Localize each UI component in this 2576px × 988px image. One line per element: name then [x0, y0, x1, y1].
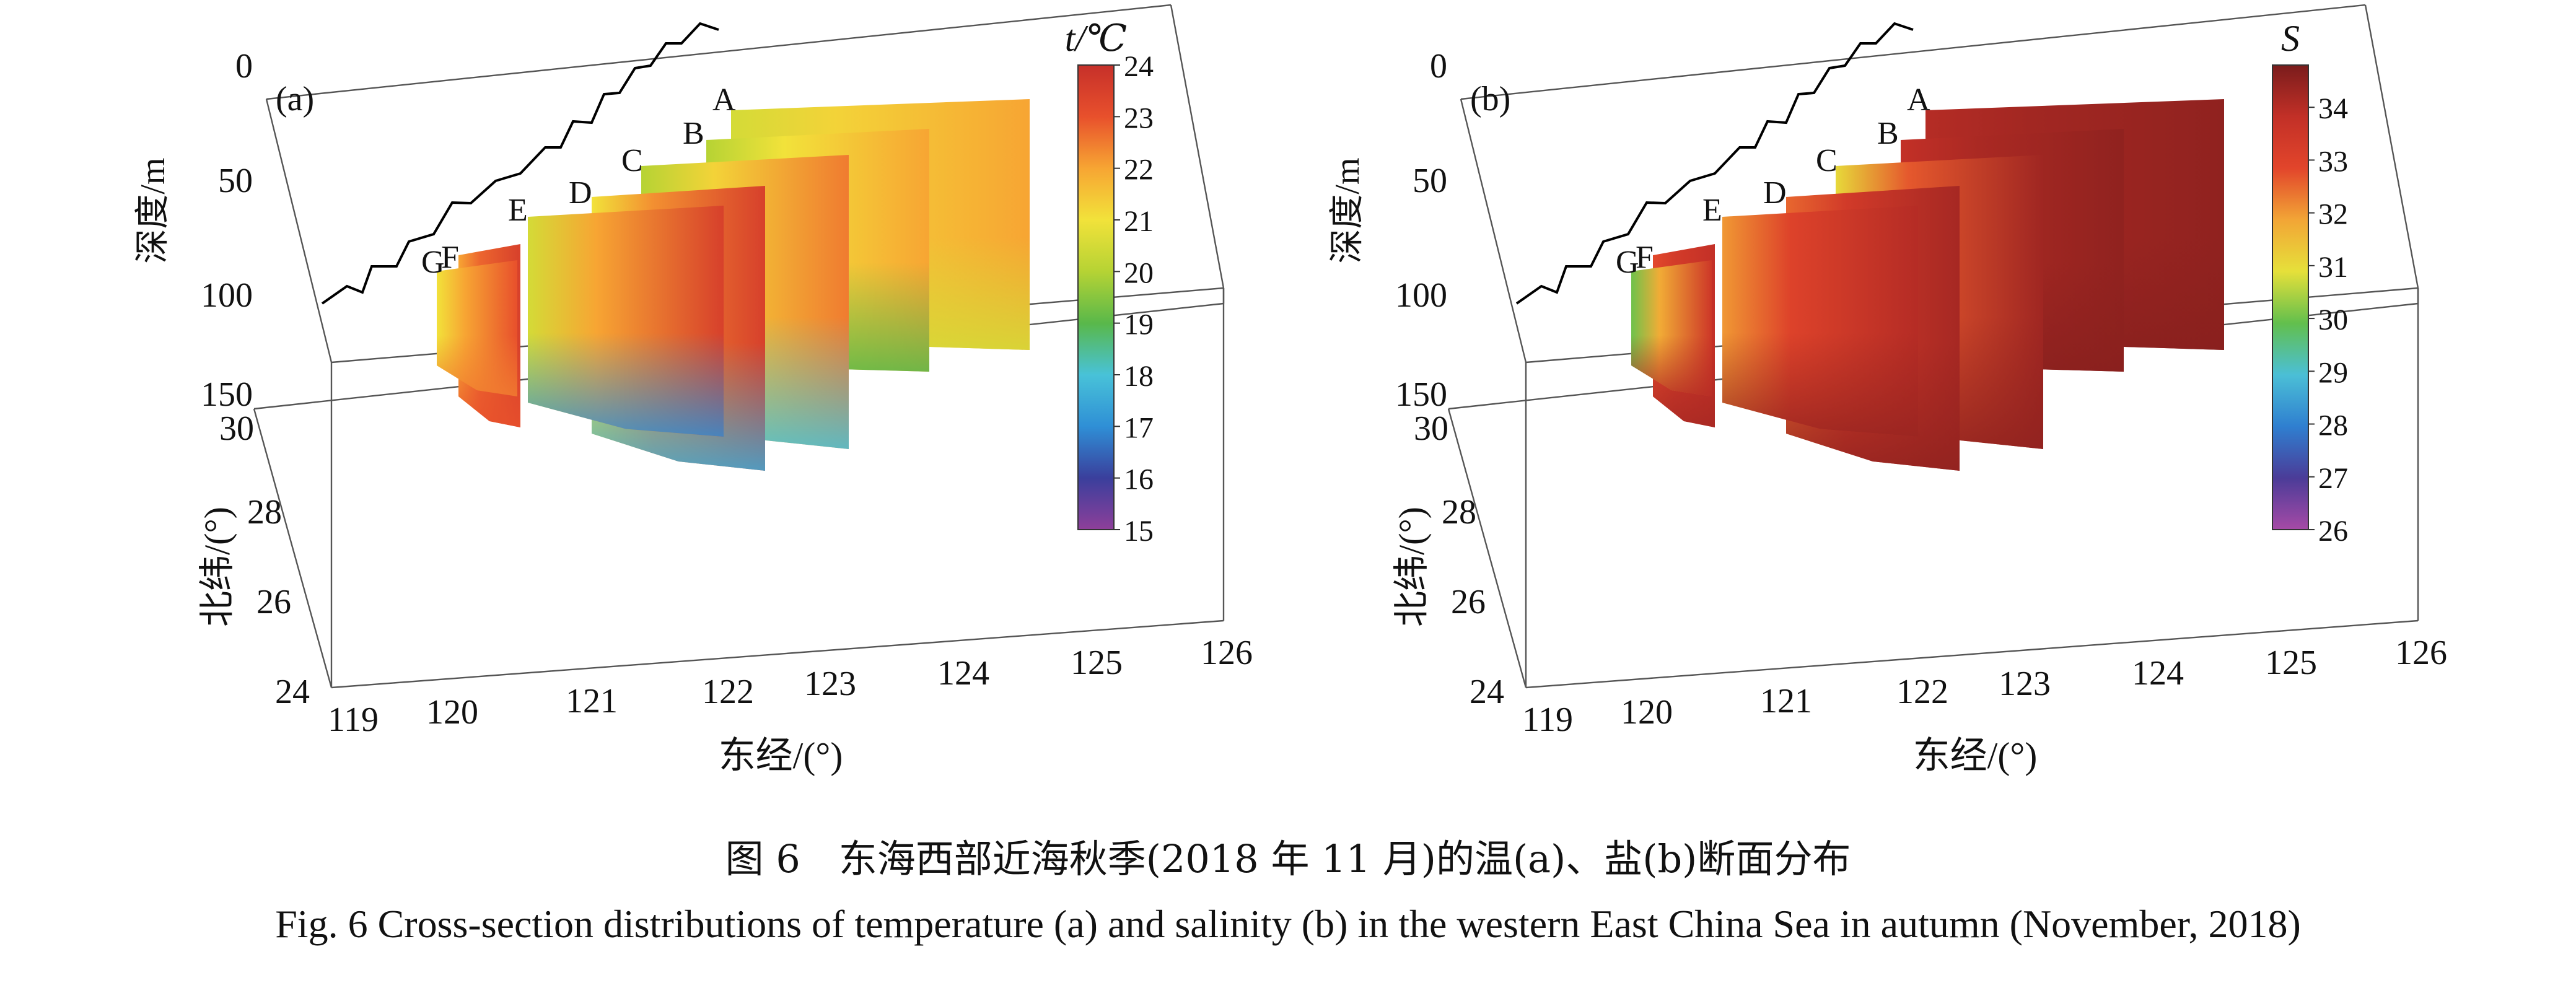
latitude-axis-title: 北纬/(°)	[1391, 507, 1432, 627]
section-label-d: D	[1763, 175, 1787, 211]
section-label-b: B	[1877, 116, 1899, 151]
depth-axis-title: 深度/m	[134, 157, 172, 263]
colorbar-tick-label: 28	[2318, 409, 2348, 442]
longitude-tick-label: 124	[937, 654, 989, 693]
depth-tick-label: 50	[1413, 162, 1447, 200]
longitude-axis-title: 东经/(°)	[719, 735, 843, 776]
section-label-c: C	[621, 143, 643, 178]
axes-box-edge	[1525, 619, 2419, 689]
depth-tick-label: 100	[1395, 276, 1447, 315]
colorbar-tick-label: 24	[1124, 50, 1154, 83]
latitude-axis-title: 北纬/(°)	[197, 507, 237, 627]
depth-axis-title: 深度/m	[1328, 157, 1367, 263]
longitude-tick-label: 125	[2265, 644, 2317, 682]
figure: ABCDEFG(a)050100150深度/m24262830北纬/(°)119…	[134, 4, 2447, 776]
colorbar	[2272, 64, 2309, 530]
longitude-tick-label: 119	[1522, 701, 1573, 739]
axes-box-edge	[1447, 408, 1527, 688]
colorbar-tick-label: 20	[1124, 256, 1154, 289]
longitude-tick-label: 126	[2395, 634, 2447, 672]
longitude-tick-label: 122	[1896, 673, 1948, 711]
longitude-tick-label: 120	[426, 693, 478, 732]
axes-box-edge	[1460, 98, 1527, 363]
section-g-depth	[1631, 260, 1712, 396]
coastline	[321, 22, 719, 305]
latitude-tick-label: 28	[247, 493, 282, 531]
figure-caption-english: Fig. 6 Cross-section distributions of te…	[275, 902, 2301, 946]
section-label-g: G	[421, 245, 445, 280]
longitude-tick-label: 126	[1201, 634, 1253, 672]
latitude-tick-label: 26	[256, 583, 291, 621]
colorbar-tick-label: 23	[1124, 102, 1154, 134]
colorbar-title: S	[2281, 18, 2300, 59]
colorbar-tick-label: 27	[2318, 462, 2348, 495]
axes-box-edge	[2364, 4, 2419, 289]
colorbar-tick-label: 26	[2318, 515, 2348, 548]
colorbar-tick-label: 22	[1124, 154, 1154, 186]
longitude-tick-label: 125	[1071, 644, 1123, 682]
colorbar	[1077, 64, 1115, 530]
longitude-tick-label: 120	[1621, 693, 1673, 732]
latitude-tick-label: 24	[275, 673, 310, 711]
axes-box-edge	[265, 98, 333, 363]
depth-tick-label: 50	[218, 162, 253, 200]
colorbar-tick-label: 32	[2318, 198, 2348, 231]
panel-a: ABCDEFG(a)050100150深度/m24262830北纬/(°)119…	[134, 4, 1253, 776]
axes-box-edge	[1460, 4, 2366, 100]
colorbar-title: t/℃	[1065, 18, 1127, 59]
longitude-tick-label: 123	[1999, 665, 2051, 703]
panel-label: (a)	[276, 80, 314, 118]
depth-tick-label: 150	[1395, 375, 1447, 414]
section-label-c: C	[1816, 143, 1838, 178]
longitude-tick-label: 119	[328, 701, 379, 739]
section-e-depth	[528, 206, 724, 437]
colorbar-tick-label: 16	[1124, 463, 1154, 496]
latitude-tick-label: 28	[1442, 493, 1476, 531]
section-label-d: D	[569, 175, 592, 211]
axes-box-edge	[253, 408, 333, 688]
longitude-tick-label: 123	[804, 665, 856, 703]
colorbar-tick-label: 18	[1124, 360, 1154, 393]
longitude-tick-label: 121	[1760, 682, 1812, 720]
section-label-g: G	[1616, 245, 1639, 280]
section-label-b: B	[683, 116, 704, 151]
section-g-depth	[437, 260, 517, 396]
longitude-axis-title: 东经/(°)	[1913, 735, 2038, 776]
latitude-tick-label: 24	[1470, 673, 1504, 711]
colorbar-tick-label: 15	[1124, 515, 1154, 548]
colorbar-tick-label: 33	[2318, 145, 2348, 178]
section-label-e: E	[1702, 193, 1722, 228]
latitude-tick-label: 26	[1451, 583, 1486, 621]
colorbar-tick-label: 34	[2318, 92, 2348, 125]
colorbar-tick-label: 31	[2318, 251, 2348, 284]
colorbar-tick-label: 21	[1124, 205, 1154, 238]
panel-b: ABCDEFG(b)050100150深度/m24262830北纬/(°)119…	[1328, 4, 2447, 776]
colorbar-tick-label: 30	[2318, 304, 2348, 336]
axes-box-edge	[331, 619, 1224, 689]
depth-tick-label: 150	[201, 375, 253, 414]
figure-caption-chinese: 图 6 东海西部近海秋季(2018 年 11 月)的温(a)、盐(b)断面分布	[725, 836, 1851, 881]
coastline	[1515, 22, 1914, 305]
colorbar-tick-label: 29	[2318, 356, 2348, 389]
depth-tick-label: 0	[1430, 47, 1447, 85]
colorbar-tick-label: 19	[1124, 308, 1154, 341]
longitude-tick-label: 122	[702, 673, 754, 711]
section-label-a: A	[712, 82, 736, 118]
longitude-tick-label: 121	[566, 682, 618, 720]
section-label-e: E	[508, 193, 528, 228]
longitude-tick-label: 124	[2132, 654, 2184, 693]
depth-tick-label: 0	[235, 47, 253, 85]
section-e-depth	[1722, 206, 1918, 437]
axes-box-edge	[266, 4, 1172, 100]
latitude-tick-label: 30	[1414, 409, 1448, 448]
axes-box-edge	[1170, 4, 1225, 289]
latitude-tick-label: 30	[219, 409, 254, 448]
panel-label: (b)	[1470, 80, 1510, 118]
depth-tick-label: 100	[201, 276, 253, 315]
colorbar-tick-label: 17	[1124, 411, 1154, 444]
section-label-a: A	[1907, 82, 1930, 118]
